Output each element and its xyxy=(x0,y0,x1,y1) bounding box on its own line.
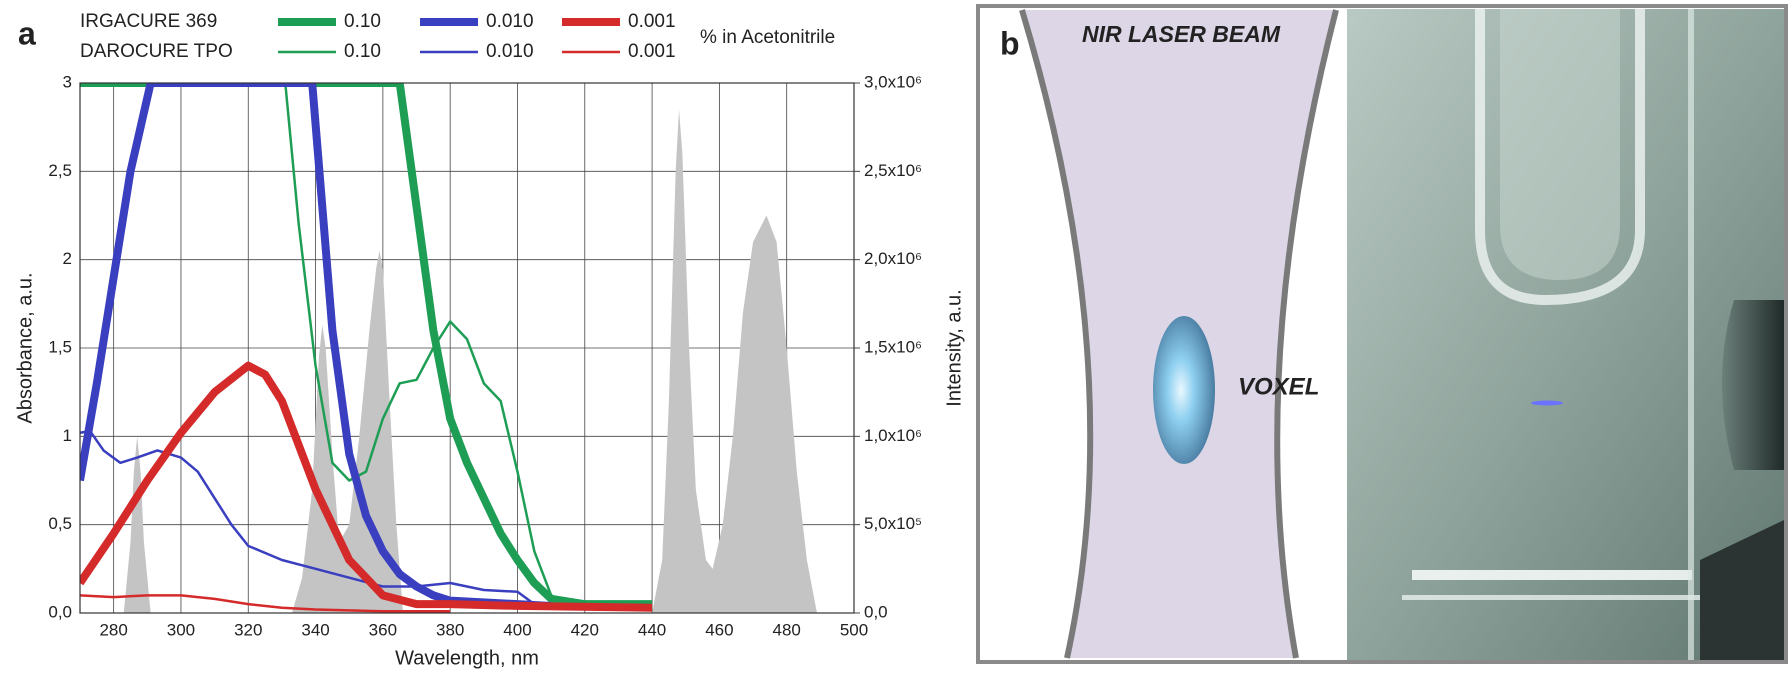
voxel-label: VOXEL xyxy=(1238,373,1319,400)
panel-label: b xyxy=(1000,25,1020,61)
y-tick-label: 1 xyxy=(63,426,72,445)
x-tick-label: 440 xyxy=(638,620,666,639)
x-tick-label: 280 xyxy=(99,620,127,639)
legend-group-label: IRGACURE 369 xyxy=(80,11,217,32)
x-tick-label: 380 xyxy=(436,620,464,639)
x-tick-label: 420 xyxy=(571,620,599,639)
y-tick-label: 0,0 xyxy=(48,602,72,621)
x-axis-label: Wavelength, nm xyxy=(395,647,539,669)
x-tick-label: 340 xyxy=(301,620,329,639)
legend-label: 0.001 xyxy=(628,41,676,62)
panel-label: a xyxy=(18,15,36,51)
y2-tick-label: 2,5x10⁶ xyxy=(864,161,922,180)
legend-label: 0.10 xyxy=(344,11,381,32)
y-axis-label: Absorbance, a.u. xyxy=(14,272,36,423)
cuvette-bottom xyxy=(1402,595,1702,600)
x-tick-label: 500 xyxy=(840,620,868,639)
photo xyxy=(1347,9,1784,660)
legend-label: 0.10 xyxy=(344,41,381,62)
y-tick-label: 2 xyxy=(63,249,72,268)
y2-tick-label: 2,0x10⁶ xyxy=(864,249,922,268)
x-tick-label: 320 xyxy=(234,620,262,639)
cuvette-inner xyxy=(1500,9,1620,280)
y2-axis-label: Intensity, a.u. xyxy=(943,289,965,406)
y-tick-label: 0,5 xyxy=(48,514,72,533)
cuvette-bottom xyxy=(1412,570,1692,580)
y-tick-label: 1,5 xyxy=(48,337,72,356)
legend-label: 0.001 xyxy=(628,11,676,32)
x-tick-label: 480 xyxy=(773,620,801,639)
x-tick-label: 360 xyxy=(369,620,397,639)
legend-label: 0.010 xyxy=(486,41,534,62)
y2-tick-label: 1,5x10⁶ xyxy=(864,337,922,356)
panel-b: b NIR LASER BEAM VOXEL xyxy=(978,6,1786,662)
y2-tick-label: 0,0 xyxy=(864,602,888,621)
beam-label: NIR LASER BEAM xyxy=(1082,21,1281,47)
figure: 2803003203403603804004204404604805000,00… xyxy=(0,0,1790,677)
legend-label: 0.010 xyxy=(486,11,534,32)
y-tick-label: 2,5 xyxy=(48,161,72,180)
y2-tick-label: 1,0x10⁶ xyxy=(864,426,922,445)
y2-tick-label: 3,0x10⁶ xyxy=(864,72,922,91)
legend-group-label: DAROCURE TPO xyxy=(80,41,233,62)
y-tick-label: 3 xyxy=(63,72,72,91)
cuvette-wall xyxy=(1688,9,1694,660)
x-tick-label: 300 xyxy=(167,620,195,639)
x-tick-label: 400 xyxy=(503,620,531,639)
y2-tick-label: 5,0x10⁵ xyxy=(864,514,922,533)
lens xyxy=(1722,300,1784,470)
voxel-spot xyxy=(1531,401,1563,406)
voxel xyxy=(1153,316,1215,464)
x-tick-label: 460 xyxy=(705,620,733,639)
legend-note: % in Acetonitrile xyxy=(700,27,835,48)
